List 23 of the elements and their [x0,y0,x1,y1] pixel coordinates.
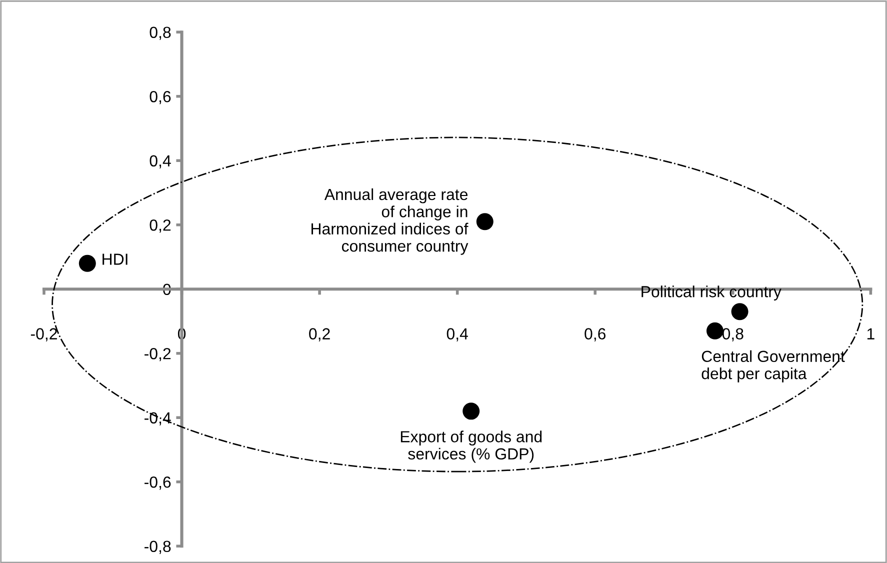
annotation: Annual average rate of change in Harmonized indices of consumer country [312,188,468,255]
y-tick-label: -0,6 [144,476,171,490]
point [78,254,96,272]
y-tick-label: 0,8 [150,26,171,40]
point [731,303,748,320]
y-tick-label: 0,2 [150,219,171,233]
x-tick-label: 1 [867,328,874,340]
x-tick-label: 0,8 [722,328,744,342]
annotation: Central Government debt per capita [702,350,845,382]
annotation: HDI [102,254,128,265]
annotation: Export of goods and services (% GDP) [400,430,542,463]
x-tick-label: 0,4 [446,328,468,342]
x-tick-label: -0,2 [30,328,57,342]
x-tick-label: 0,6 [584,328,606,342]
y-tick-label: 0,4 [150,155,171,168]
y-tick-label: -0,2 [144,348,171,362]
point [706,322,724,340]
annotation: Political risk country [642,286,782,300]
point [462,402,480,420]
y-tick-label: 0,6 [150,90,171,104]
y-tick-label: -0,8 [144,540,171,554]
point [476,213,494,230]
x-tick-label: 0,2 [309,328,330,342]
